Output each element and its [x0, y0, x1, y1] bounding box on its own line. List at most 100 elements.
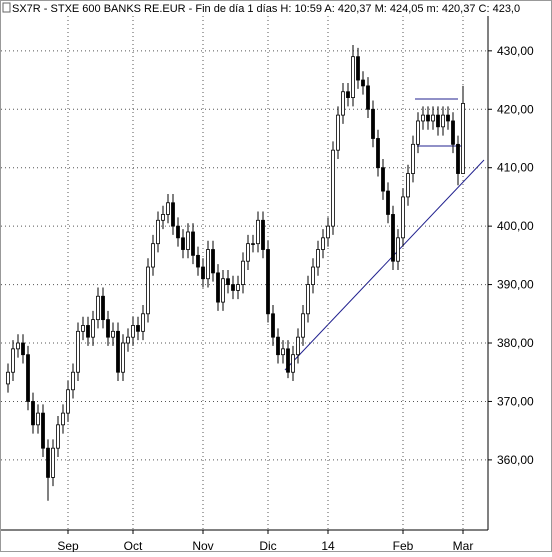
candle-body: [191, 231, 195, 256]
candle-body: [456, 143, 460, 174]
candle-body: [166, 202, 170, 215]
candle-body: [241, 260, 245, 285]
candle-body: [331, 149, 335, 227]
candle-body: [176, 225, 180, 239]
candle-body: [366, 85, 370, 110]
candle-body: [371, 108, 375, 139]
candle-body: [116, 330, 120, 373]
candle-body: [21, 342, 25, 356]
candle-body: [121, 342, 125, 373]
candle-body: [126, 336, 130, 344]
candle-body: [401, 196, 405, 239]
candle-body: [336, 114, 340, 151]
candle-body: [156, 219, 160, 245]
candle-body: [196, 254, 200, 268]
candle-body: [46, 447, 50, 478]
candle-body: [251, 243, 255, 245]
candle-body: [161, 214, 165, 221]
candle-body: [316, 249, 320, 268]
x-tick-label: 14: [321, 539, 335, 552]
candle-body: [76, 330, 80, 373]
y-tick-label: 360,00: [497, 453, 534, 467]
candle-body: [381, 167, 385, 192]
x-tick-label: Feb: [393, 539, 414, 552]
candle-body: [221, 278, 225, 303]
x-tick-label: Nov: [192, 539, 213, 552]
candle-body: [461, 103, 465, 174]
candle-body: [411, 143, 415, 174]
candle-body: [51, 447, 55, 478]
candle-body: [171, 202, 175, 227]
trend-line: [284, 159, 485, 371]
candle-body: [101, 295, 105, 321]
candle-body: [391, 214, 395, 262]
candle-body: [81, 325, 85, 332]
candle-body: [361, 79, 365, 87]
candle-body: [131, 325, 135, 338]
y-tick-label: 380,00: [497, 336, 534, 350]
candle-body: [226, 278, 230, 285]
candle-body: [6, 371, 10, 385]
candle-body: [36, 412, 40, 426]
candle-body: [96, 295, 100, 321]
candle-body: [141, 313, 145, 332]
candle-body: [266, 249, 270, 315]
candle-body: [416, 120, 420, 145]
x-tick-label: Mar: [453, 539, 474, 552]
x-tick-label: Sep: [57, 539, 79, 552]
candle-body: [201, 266, 205, 280]
candle-body: [421, 114, 425, 122]
candle-body: [16, 342, 20, 350]
candle-body: [446, 114, 450, 122]
candle-body: [341, 91, 345, 116]
x-tick-label: Oct: [124, 539, 143, 552]
candle-body: [291, 354, 295, 373]
header-clip: SX7R - STXE 600 BANKS RE.EUR - Fin de dí…: [12, 3, 520, 15]
header-icon: [2, 2, 11, 13]
candle-body: [91, 319, 95, 338]
candle-body: [346, 91, 350, 98]
candle-body: [376, 138, 380, 169]
candle-body: [231, 284, 235, 291]
y-tick-label: 430,00: [497, 44, 534, 58]
candle-body: [296, 336, 300, 356]
candle-body: [56, 424, 60, 449]
candle-body: [66, 389, 70, 414]
y-tick-label: 420,00: [497, 102, 534, 116]
chart-title: SX7R - STXE 600 BANKS RE.EUR - Fin de dí…: [12, 3, 520, 15]
candle-body: [326, 225, 330, 239]
candle-body: [11, 348, 15, 373]
candle-body: [111, 330, 115, 338]
candle-body: [216, 272, 220, 303]
candle-body: [31, 401, 35, 426]
candle-body: [211, 249, 215, 274]
candle-body: [256, 219, 260, 245]
candle-body: [261, 219, 265, 250]
candle-body: [281, 348, 285, 356]
candle-body: [451, 120, 455, 145]
candle-body: [311, 266, 315, 285]
candle-body: [426, 114, 430, 122]
candle-body: [41, 412, 45, 449]
candle-body: [186, 231, 190, 250]
candle-body: [236, 284, 240, 291]
x-tick-label: Dic: [259, 539, 276, 552]
candle-body: [436, 114, 440, 128]
candle-body: [146, 266, 150, 315]
candle-body: [106, 319, 110, 338]
y-tick-label: 410,00: [497, 161, 534, 175]
candle-body: [151, 243, 155, 268]
candle-body: [206, 249, 210, 280]
header-bar: [1, 1, 551, 15]
candle-body: [351, 56, 355, 98]
candle-body: [431, 114, 435, 122]
y-tick-label: 370,00: [497, 394, 534, 408]
candle-body: [441, 114, 445, 128]
candle-body: [86, 325, 90, 338]
candle-body: [136, 325, 140, 332]
candle-body: [321, 237, 325, 250]
candle-body: [306, 284, 310, 315]
candle-body: [246, 243, 250, 262]
